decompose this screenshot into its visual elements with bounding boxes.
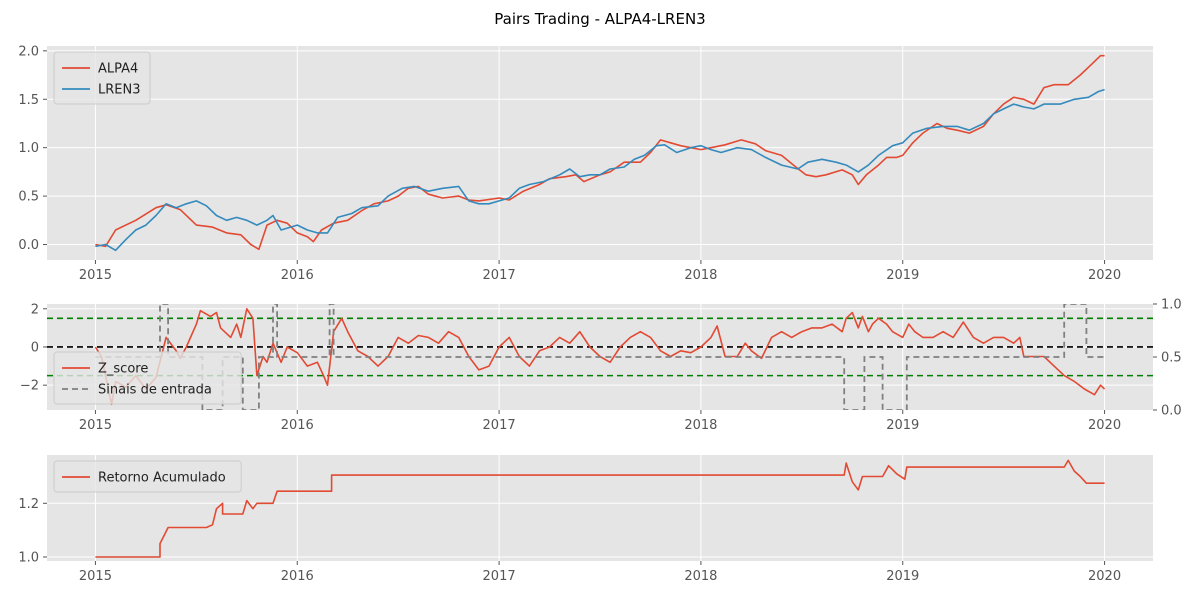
legend-label: LREN3 bbox=[98, 83, 141, 98]
y2-tick-label: 1.0 bbox=[1161, 298, 1182, 313]
x-tick-label: 2018 bbox=[684, 418, 717, 433]
x-tick-label: 2017 bbox=[483, 418, 516, 433]
plot-area bbox=[47, 46, 1153, 260]
x-tick-label: 2017 bbox=[483, 569, 516, 584]
y-tick-label: 0.5 bbox=[18, 190, 39, 205]
y-tick-label: 2.0 bbox=[18, 44, 39, 59]
x-tick-label: 2020 bbox=[1088, 268, 1121, 283]
y-tick-label: 1.2 bbox=[18, 497, 39, 512]
x-tick-label: 2018 bbox=[684, 268, 717, 283]
x-tick-label: 2016 bbox=[281, 268, 314, 283]
y-tick-label: −2 bbox=[20, 379, 39, 394]
y-tick-label: 1.0 bbox=[18, 141, 39, 156]
legend: Z_score Sinais de entrada bbox=[53, 351, 242, 405]
series-line-alpa4 bbox=[95, 54, 1105, 251]
x-tick-label: 2016 bbox=[281, 569, 314, 584]
y2-tick-label: 0.5 bbox=[1161, 351, 1182, 366]
x-tick-label: 2018 bbox=[684, 569, 717, 584]
y2-tick-label: 0.0 bbox=[1161, 404, 1182, 419]
y-tick-label: 0 bbox=[31, 340, 39, 355]
panel-returns: 2015 2016 2017 2018 2019 2020 1.0 1.2 Retorno Ac… bbox=[18, 455, 1153, 584]
panel-zscore: 2015 2016 2017 2018 2019 2020 −2 0 2 0.0 0.5 1.0 Z_s… bbox=[20, 298, 1182, 434]
x-tick-label: 2017 bbox=[483, 268, 516, 283]
x-tick-label: 2015 bbox=[79, 418, 112, 433]
x-tick-label: 2019 bbox=[886, 569, 919, 584]
x-tick-label: 2020 bbox=[1088, 418, 1121, 433]
legend: Retorno Acumulado bbox=[53, 460, 242, 493]
y-tick-label: 1.5 bbox=[18, 93, 39, 108]
y-tick-label: 0.0 bbox=[18, 238, 39, 253]
x-tick-label: 2016 bbox=[281, 418, 314, 433]
panel-prices: 2015 2016 2017 2018 2019 2020 0.0 0.5 1.0 1.5 2.0 A… bbox=[18, 44, 1153, 283]
legend-box bbox=[53, 351, 242, 405]
legend-label: Sinais de entrada bbox=[98, 383, 212, 398]
x-tick-label: 2020 bbox=[1088, 569, 1121, 584]
legend-label: Z_score bbox=[98, 362, 148, 377]
y-tick-label: 1.0 bbox=[18, 550, 39, 565]
x-tick-label: 2015 bbox=[79, 569, 112, 584]
figure-title: Pairs Trading - ALPA4-LREN3 bbox=[494, 10, 705, 28]
x-tick-label: 2019 bbox=[886, 268, 919, 283]
series-line-sinais-de-entrada bbox=[95, 304, 1105, 410]
y-tick-label: 2 bbox=[31, 302, 39, 317]
series-line-retorno-acumulado bbox=[95, 459, 1105, 558]
legend-label: Retorno Acumulado bbox=[98, 471, 226, 486]
x-tick-label: 2019 bbox=[886, 418, 919, 433]
legend-box bbox=[53, 460, 242, 493]
legend-label: ALPA4 bbox=[98, 62, 138, 77]
legend: ALPA4 LREN3 bbox=[53, 51, 151, 105]
series-line-lren3 bbox=[95, 88, 1105, 252]
x-tick-label: 2015 bbox=[79, 268, 112, 283]
series-line-z-score bbox=[94, 307, 1106, 406]
legend-box bbox=[53, 51, 151, 105]
